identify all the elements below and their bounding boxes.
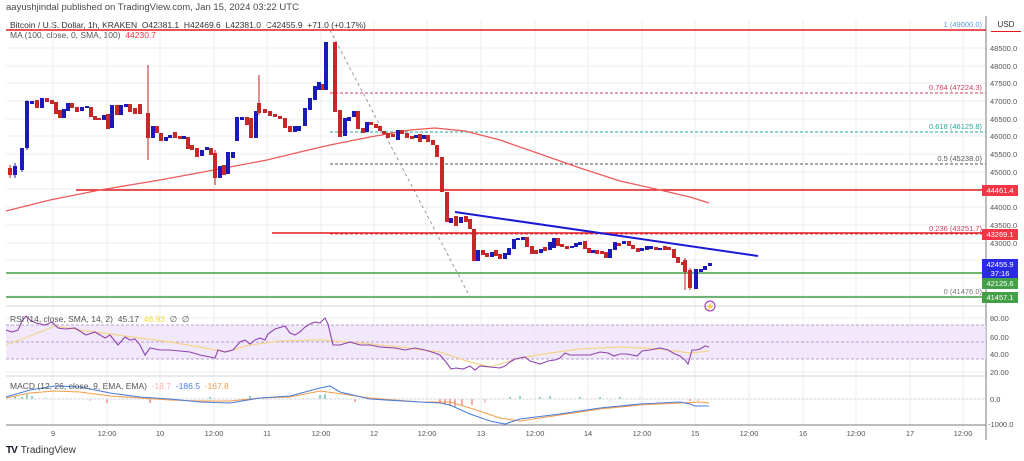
svg-text:11: 11 — [263, 429, 271, 438]
ohlc-low: L42381.0 — [225, 20, 261, 30]
fib-diagonal — [329, 29, 471, 298]
rsi-ma-value: 46.93 — [143, 314, 166, 324]
rsi-extra-1: ∅ — [169, 314, 178, 324]
ma100-line — [5, 127, 710, 212]
price-tag-resistance-1: 44461.4 — [982, 185, 1018, 196]
svg-text:12:00: 12:00 — [847, 429, 866, 438]
symbol-name[interactable]: Bitcoin / U.S. Dollar, 1h, KRAKEN — [10, 20, 138, 30]
svg-text:12:00: 12:00 — [98, 429, 117, 438]
ohlc-change: +71.0 (+0.17%) — [307, 20, 366, 30]
macd-signal-line — [5, 390, 710, 422]
svg-text:48000.0: 48000.0 — [990, 62, 1017, 71]
rsi-ma-line — [5, 325, 710, 368]
ma-value: 44230.7 — [125, 30, 157, 40]
macd-legend: MACD (12, 26, close, 9, EMA, EMA) -18.7 … — [10, 381, 229, 391]
descending-trendline — [454, 211, 759, 257]
price-tag-last: 42455.9 37:16 — [982, 259, 1018, 279]
svg-text:0.5 (45238.0): 0.5 (45238.0) — [937, 154, 982, 163]
ma-label[interactable]: MA (100, close, 0, SMA, 100) — [10, 30, 121, 40]
svg-text:9: 9 — [51, 429, 55, 438]
svg-text:0 (41476.0): 0 (41476.0) — [944, 287, 983, 296]
svg-text:43500.0: 43500.0 — [990, 221, 1017, 230]
time-axis: 9 12:00 10 12:00 11 12:00 12 12:00 13 12… — [51, 429, 972, 438]
svg-text:0.764 (47224.3): 0.764 (47224.3) — [929, 83, 982, 92]
svg-text:13: 13 — [477, 429, 485, 438]
svg-text:45000.0: 45000.0 — [990, 168, 1017, 177]
currency-button[interactable]: USD — [991, 20, 1021, 32]
svg-text:47500.0: 47500.0 — [990, 79, 1017, 88]
rsi-label[interactable]: RSI (14, close, SMA, 14, 2) — [10, 314, 113, 324]
ma-legend: MA (100, close, 0, SMA, 100) 44230.7 — [10, 30, 156, 40]
svg-text:10: 10 — [156, 429, 164, 438]
grid — [6, 20, 986, 425]
svg-text:40.00: 40.00 — [990, 350, 1009, 359]
svg-text:12:00: 12:00 — [740, 429, 759, 438]
rsi-extra-2: ∅ — [181, 314, 190, 324]
svg-text:43000.0: 43000.0 — [990, 239, 1017, 248]
macd-line — [5, 385, 709, 425]
fib-levels[interactable] — [329, 29, 986, 298]
brand-name[interactable]: TradingView — [20, 445, 76, 456]
svg-text:0.618 (46125.8): 0.618 (46125.8) — [929, 122, 982, 131]
sr-lines[interactable] — [6, 29, 986, 298]
svg-text:60.00: 60.00 — [990, 333, 1009, 342]
rsi-value: 45.17 — [117, 314, 139, 324]
svg-text:⚡: ⚡ — [706, 302, 715, 311]
macd-signal-value: -167.8 — [204, 381, 229, 391]
svg-text:12:00: 12:00 — [633, 429, 652, 438]
price-axis: 48500.0 48000.0 47500.0 47000.0 46500.0 … — [990, 44, 1017, 248]
macd-hist-value: -18.7 — [151, 381, 172, 391]
svg-text:12: 12 — [370, 429, 378, 438]
svg-text:12:00: 12:00 — [205, 429, 224, 438]
price-tag-support-1: 42125.6 — [982, 278, 1018, 289]
svg-text:15: 15 — [691, 429, 699, 438]
svg-text:16: 16 — [799, 429, 807, 438]
svg-text:0.236 (43251.7): 0.236 (43251.7) — [929, 224, 982, 233]
svg-text:17: 17 — [906, 429, 914, 438]
alert-icon[interactable]: ⚡ — [704, 300, 716, 312]
fib-labels: 1 (49000.0) 0.764 (47224.3) 0.618 (46125… — [929, 20, 982, 296]
svg-text:12:00: 12:00 — [954, 429, 973, 438]
svg-text:12:00: 12:00 — [418, 429, 437, 438]
candlesticks — [8, 42, 712, 290]
svg-text:1 (49000.0): 1 (49000.0) — [944, 20, 983, 29]
svg-text:0.0: 0.0 — [990, 395, 1000, 404]
svg-text:47000.0: 47000.0 — [990, 97, 1017, 106]
rsi-line — [5, 315, 710, 371]
last-price: 42455.9 — [986, 260, 1014, 269]
svg-text:12:00: 12:00 — [312, 429, 331, 438]
svg-text:-1000.0: -1000.0 — [988, 420, 1013, 429]
svg-text:12:00: 12:00 — [526, 429, 545, 438]
svg-text:44000.0: 44000.0 — [990, 203, 1017, 212]
price-tag-support-2: 41457.1 — [982, 292, 1018, 303]
macd-value: -186.5 — [175, 381, 200, 391]
price-tag-resistance-2: 43269.1 — [982, 229, 1018, 240]
svg-text:20.00: 20.00 — [990, 368, 1009, 377]
svg-text:48500.0: 48500.0 — [990, 44, 1017, 53]
footer: TV TradingView — [6, 445, 76, 456]
ohlc-close: C42455.9 — [265, 20, 303, 30]
svg-text:46500.0: 46500.0 — [990, 115, 1017, 124]
ohlc-high: H42469.6 — [183, 20, 221, 30]
svg-text:46000.0: 46000.0 — [990, 132, 1017, 141]
tradingview-logo-icon[interactable]: TV — [6, 445, 18, 456]
macd-axis: 0.0 -1000.0 — [988, 395, 1013, 429]
bar-countdown: 37:16 — [990, 269, 1010, 278]
svg-text:14: 14 — [584, 429, 592, 438]
macd-label[interactable]: MACD (12, 26, close, 9, EMA, EMA) — [10, 381, 147, 391]
rsi-axis: 80.00 60.00 40.00 20.00 — [990, 314, 1009, 377]
svg-text:45500.0: 45500.0 — [990, 150, 1017, 159]
svg-text:80.00: 80.00 — [990, 314, 1009, 323]
published-header: aayushjindal published on TradingView.co… — [6, 2, 299, 13]
rsi-legend: RSI (14, close, SMA, 14, 2) 45.17 46.93 … — [10, 314, 189, 325]
